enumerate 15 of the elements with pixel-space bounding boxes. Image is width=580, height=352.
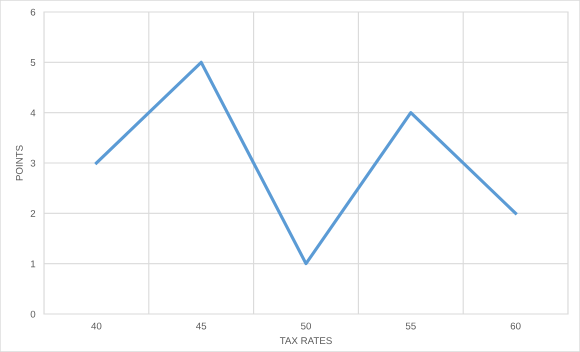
y-tick-label: 1 <box>31 260 36 268</box>
x-tick-label: 50 <box>300 322 312 330</box>
line-series <box>94 60 518 266</box>
y-tick-label: 4 <box>30 110 36 116</box>
x-axis-title: TAX RATES <box>280 337 332 344</box>
y-tick-label: 5 <box>30 59 36 66</box>
x-tick-label: 40 <box>91 322 102 330</box>
x-tick-label: 60 <box>510 322 521 330</box>
x-tick-label: 55 <box>406 322 416 330</box>
y-tick-label: 0 <box>30 310 36 318</box>
y-tick-label: 3 <box>30 160 36 167</box>
y-tick-label: 6 <box>30 8 36 16</box>
y-tick-label: 2 <box>30 210 36 217</box>
x-tick-label: 45 <box>196 322 206 330</box>
y-axis-title: POINTS <box>16 145 23 180</box>
